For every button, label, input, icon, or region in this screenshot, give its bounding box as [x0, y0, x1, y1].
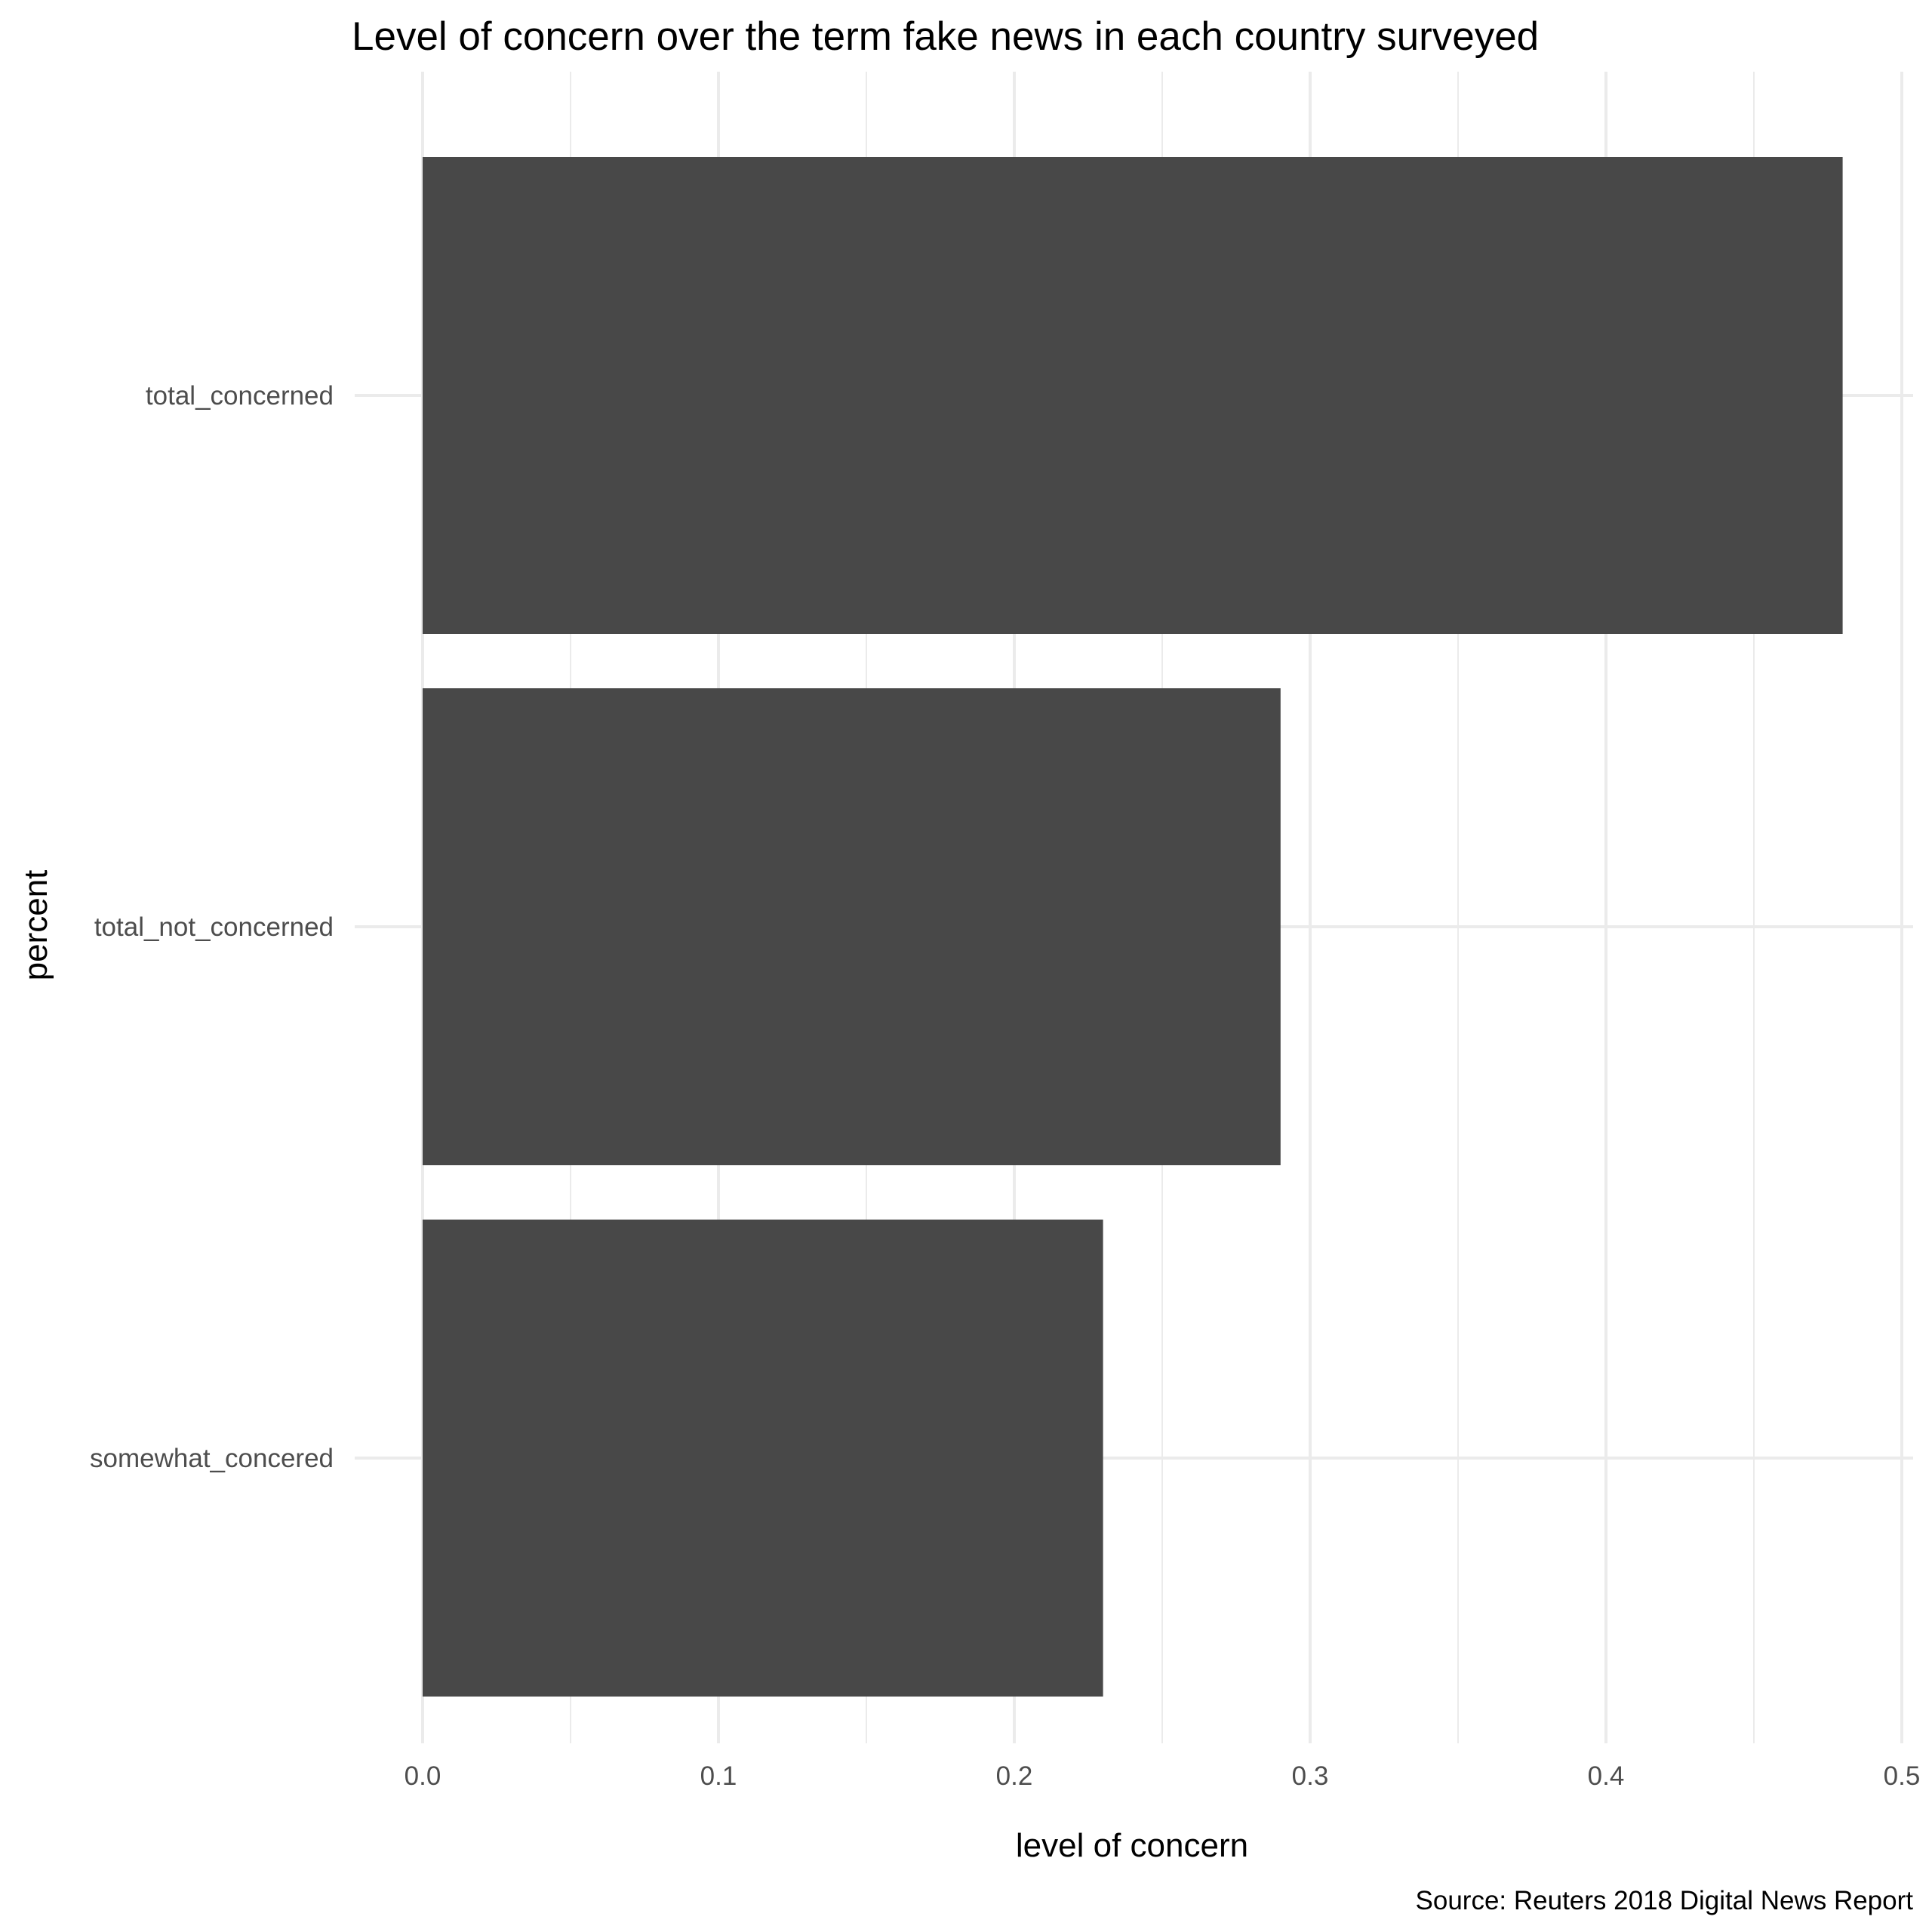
chart-caption: Source: Reuters 2018 Digital News Report	[1416, 1886, 1914, 1915]
x-tick-label: 0.2	[996, 1761, 1033, 1791]
x-axis-title: level of concern	[1016, 1827, 1248, 1864]
chart-title: Level of concern over the term fake news…	[352, 14, 1539, 59]
y-axis-ticks: total_concerned total_not_concernedsomewh…	[90, 381, 334, 1473]
y-axis-title: percent	[17, 870, 54, 981]
x-tick-label: 0.4	[1588, 1761, 1625, 1791]
x-tick-label: 0.0	[405, 1761, 441, 1791]
x-axis-ticks: 0.0 0.1 0.2 0.3 0.4 0.5	[405, 1761, 1921, 1791]
bar-total-concerned	[423, 157, 1843, 634]
bar-total-not-concerned	[423, 688, 1281, 1165]
x-tick-label: 0.3	[1292, 1761, 1329, 1791]
y-tick-label: total_concerned	[146, 381, 334, 411]
bars	[423, 157, 1843, 1697]
bar-somewhat-concered	[423, 1220, 1103, 1697]
x-tick-label: 0.5	[1884, 1761, 1921, 1791]
y-tick-label: somewhat_concered	[90, 1444, 334, 1473]
x-tick-label: 0.1	[700, 1761, 737, 1791]
y-tick-label: total_not_concerned	[94, 912, 334, 942]
